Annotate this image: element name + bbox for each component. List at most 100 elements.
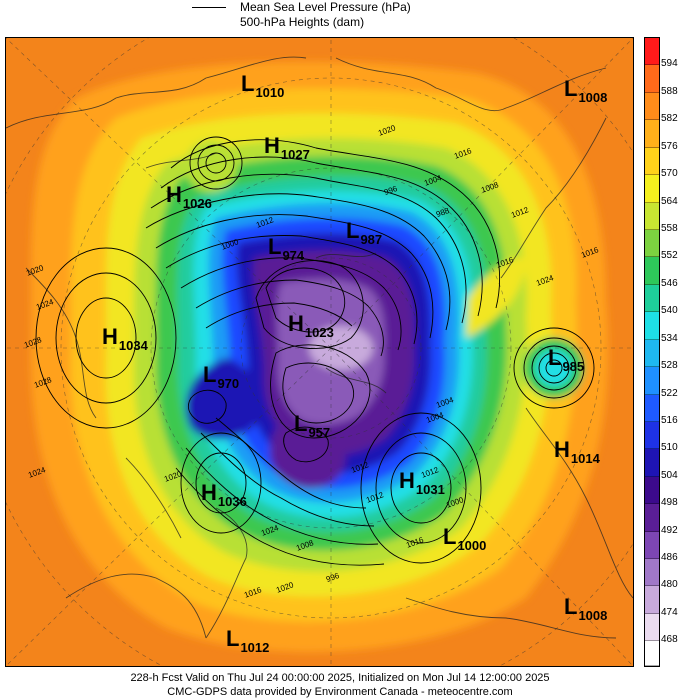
- high-center-1034: H1034: [102, 326, 148, 357]
- colorbar-cell: [645, 641, 659, 666]
- high-center-1036: H1036: [201, 482, 247, 513]
- footer: 228-h Fcst Valid on Thu Jul 24 00:00:00 …: [0, 670, 680, 700]
- low-center-1000: L1000: [443, 526, 486, 557]
- colorbar-cell: [645, 284, 659, 313]
- center-pressure: 1008: [578, 608, 608, 623]
- isobars: [35, 136, 595, 566]
- center-letter: L: [294, 411, 308, 436]
- colorbar-label: 576: [661, 140, 678, 152]
- center-letter: H: [554, 437, 570, 462]
- center-letter: H: [201, 480, 217, 505]
- center-pressure: 1027: [280, 147, 310, 162]
- center-letter: L: [241, 71, 255, 96]
- colorbar-label: 582: [661, 113, 678, 125]
- center-pressure: 1031: [415, 482, 445, 497]
- colorbar-cell: [645, 339, 659, 368]
- colorbar-label: 504: [661, 469, 678, 481]
- center-pressure: 1010: [255, 85, 285, 100]
- colorbar-cell: [645, 559, 659, 587]
- center-pressure: 957: [308, 425, 331, 440]
- colorbar-label: 498: [661, 497, 678, 509]
- isobar-line-sample: [192, 7, 226, 8]
- low-center-1010: L1010: [241, 73, 284, 104]
- center-letter: L: [346, 218, 360, 243]
- colorbar-cell: [645, 421, 659, 450]
- center-pressure: 1000: [457, 538, 487, 553]
- center-pressure: 970: [217, 376, 240, 391]
- colorbar-label: 510: [661, 442, 678, 454]
- colorbar-label: 480: [661, 579, 678, 591]
- colorbar-label: 546: [661, 277, 678, 289]
- center-pressure: 1026: [182, 196, 212, 211]
- center-letter: L: [268, 234, 282, 259]
- high-center-1026: H1026: [166, 184, 212, 215]
- legend-line-label: Mean Sea Level Pressure (hPa): [240, 0, 411, 14]
- colorbar-cell: [645, 147, 659, 176]
- high-center-1031: H1031: [399, 470, 445, 501]
- colorbar-label: 564: [661, 195, 678, 207]
- colorbar-label: 516: [661, 414, 678, 426]
- legend-fill-label: 500-hPa Heights (dam): [240, 15, 365, 29]
- high-center-1027: H1027: [264, 135, 310, 166]
- colorbar-cell: [645, 394, 659, 422]
- weather-map: L1010 L1008 H1027 H1026 L974 L987 H1034 H1023 L9…: [5, 37, 634, 667]
- colorbar-cell: [645, 613, 659, 642]
- forecast-valid-line: 228-h Fcst Valid on Thu Jul 24 00:00:00 …: [130, 672, 550, 684]
- height-colorbar: [644, 37, 660, 667]
- field-trough-s: [270, 423, 346, 489]
- colorbar-cell: [645, 531, 659, 560]
- center-letter: H: [288, 311, 304, 336]
- colorbar-cell: [645, 65, 659, 93]
- low-center-974: L974: [268, 236, 304, 267]
- center-letter: L: [203, 362, 217, 387]
- center-letter: H: [264, 133, 280, 158]
- colorbar-label: 558: [661, 222, 678, 234]
- colorbar-label: 552: [661, 250, 678, 262]
- center-letter: L: [564, 76, 578, 101]
- field-low-e-inner: [536, 350, 572, 386]
- colorbar-cell: [645, 92, 659, 121]
- colorbar-cell: [645, 38, 659, 66]
- low-center-957: L957: [294, 413, 330, 444]
- center-letter: H: [102, 324, 118, 349]
- center-letter: L: [548, 345, 562, 370]
- high-center-1023: H1023: [288, 313, 334, 344]
- colorbar-label: 492: [661, 524, 678, 536]
- colorbar-label: 570: [661, 168, 678, 180]
- colorbar-label: 540: [661, 305, 678, 317]
- colorbar-cell: [645, 229, 659, 258]
- low-center-1008: L1008: [564, 78, 607, 109]
- colorbar-label: 474: [661, 606, 678, 618]
- center-pressure: 987: [360, 232, 383, 247]
- center-pressure: 1014: [570, 451, 600, 466]
- colorbar-label: 468: [661, 634, 678, 646]
- center-pressure: 1023: [304, 325, 334, 340]
- colorbar-cell: [645, 175, 659, 203]
- colorbar-cell: [645, 120, 659, 148]
- low-center-985: L985: [548, 347, 584, 378]
- colorbar-label: 522: [661, 387, 678, 399]
- center-pressure: 1008: [578, 90, 608, 105]
- colorbar-label: 534: [661, 332, 678, 344]
- colorbar-cell: [645, 312, 659, 340]
- center-pressure: 974: [282, 248, 305, 263]
- coastlines: [6, 56, 633, 639]
- colorbar-cell: [645, 367, 659, 395]
- center-letter: H: [399, 468, 415, 493]
- colorbar-cell: [645, 257, 659, 285]
- center-letter: H: [166, 182, 182, 207]
- center-pressure: 1012: [240, 640, 270, 655]
- colorbar-cell: [645, 476, 659, 505]
- colorbar-label: 594: [661, 58, 678, 70]
- center-letter: L: [443, 524, 457, 549]
- center-letter: L: [226, 626, 240, 651]
- low-center-987: L987: [346, 220, 382, 251]
- legend-header: Mean Sea Level Pressure (hPa) 500-hPa He…: [0, 0, 680, 36]
- low-center-1012: L1012: [226, 628, 269, 659]
- colorbar-cell: [645, 202, 659, 230]
- colorbar-label: 528: [661, 360, 678, 372]
- low-center-970: L970: [203, 364, 239, 395]
- data-source-line: CMC-GDPS data provided by Environment Ca…: [167, 686, 513, 698]
- high-center-1014: H1014: [554, 439, 600, 470]
- center-pressure: 1036: [217, 494, 247, 509]
